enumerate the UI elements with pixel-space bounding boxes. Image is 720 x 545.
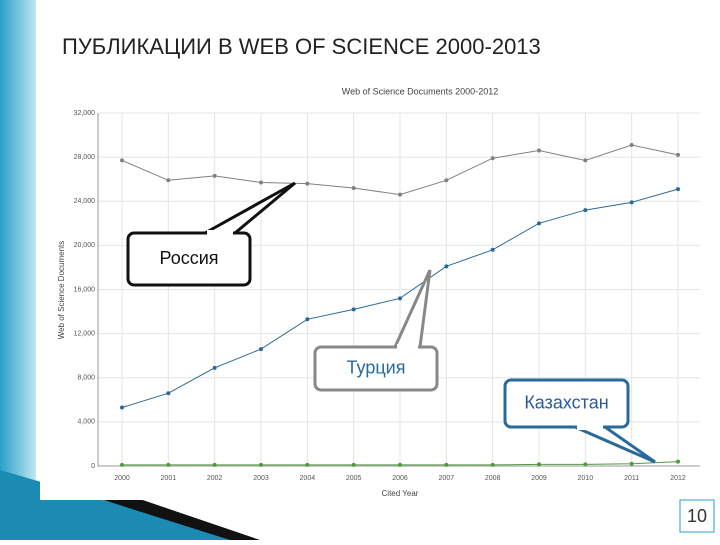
data-point xyxy=(490,247,495,252)
y-tick-label: 8,000 xyxy=(77,375,95,382)
callout-label: Турция xyxy=(347,357,406,377)
x-tick-label: 2003 xyxy=(253,475,269,482)
y-axis-label: Web of Science Documents xyxy=(57,241,66,340)
data-point xyxy=(676,459,680,464)
data-point xyxy=(583,158,588,163)
y-tick-label: 32,000 xyxy=(74,110,96,117)
callout-box xyxy=(313,345,439,392)
data-point xyxy=(305,181,310,186)
x-tick-label: 2011 xyxy=(624,475,639,482)
y-tick-label: 24,000 xyxy=(74,198,96,205)
callout-fix xyxy=(577,424,603,430)
y-tick-label: 0 xyxy=(91,463,95,470)
x-tick-label: 2004 xyxy=(300,475,316,482)
data-point xyxy=(259,462,263,467)
data-point xyxy=(629,461,634,466)
x-tick-label: 2007 xyxy=(439,475,455,482)
data-point xyxy=(537,221,541,226)
y-tick-label: 4,000 xyxy=(77,419,95,426)
side-decoration xyxy=(0,0,36,540)
callout-fix xyxy=(207,230,233,236)
data-point xyxy=(444,462,449,467)
x-tick-label: 2009 xyxy=(531,475,547,482)
callout-box xyxy=(503,378,630,429)
data-point xyxy=(212,365,217,370)
data-point xyxy=(305,462,310,467)
x-tick-label: 2005 xyxy=(346,475,362,482)
data-point xyxy=(629,142,634,147)
data-point xyxy=(537,148,541,153)
callout-box xyxy=(126,231,252,287)
data-point xyxy=(398,296,402,301)
data-point xyxy=(490,156,495,161)
x-tick-label: 2000 xyxy=(114,475,130,482)
data-point xyxy=(212,173,217,178)
data-point xyxy=(305,317,310,322)
data-point xyxy=(537,462,541,467)
data-point xyxy=(351,307,356,312)
data-point xyxy=(166,391,171,396)
data-point xyxy=(490,462,495,467)
slide-number: 10 xyxy=(687,506,707,526)
x-tick-label: 2001 xyxy=(161,475,177,482)
data-point xyxy=(212,462,217,467)
slide-title: ПУБЛИКАЦИИ В WEB OF SCIENCE 2000-2013 xyxy=(62,34,541,59)
callout-label: Россия xyxy=(159,248,218,268)
callout-fix xyxy=(397,344,418,350)
chart-title: Web of Science Documents 2000-2012 xyxy=(342,86,498,96)
y-tick-label: 12,000 xyxy=(74,330,96,337)
slide-number-box xyxy=(679,499,715,533)
x-tick-label: 2012 xyxy=(670,475,686,482)
data-point xyxy=(629,200,634,205)
data-point xyxy=(583,462,588,467)
data-point xyxy=(120,158,124,163)
y-tick-label: 20,000 xyxy=(74,242,96,249)
data-point xyxy=(166,462,171,467)
data-point xyxy=(676,152,680,157)
x-tick-label: 2008 xyxy=(485,475,501,482)
data-point xyxy=(444,178,449,183)
data-point xyxy=(398,192,402,197)
data-point xyxy=(351,186,356,191)
data-point xyxy=(676,187,680,192)
x-tick-label: 2010 xyxy=(578,475,594,482)
data-point xyxy=(583,208,588,213)
data-point xyxy=(259,180,263,185)
data-point xyxy=(444,264,449,269)
x-tick-label: 2002 xyxy=(207,475,223,482)
data-point xyxy=(120,405,124,410)
data-point xyxy=(259,347,263,352)
data-point xyxy=(398,462,402,467)
y-tick-label: 16,000 xyxy=(74,286,96,293)
callout-label: Казахстан xyxy=(524,392,608,412)
x-axis-label: Cited Year xyxy=(382,489,419,498)
data-point xyxy=(351,462,356,467)
data-point xyxy=(120,462,124,467)
y-tick-label: 28,000 xyxy=(74,154,96,161)
x-tick-label: 2006 xyxy=(392,475,408,482)
data-point xyxy=(166,178,171,183)
